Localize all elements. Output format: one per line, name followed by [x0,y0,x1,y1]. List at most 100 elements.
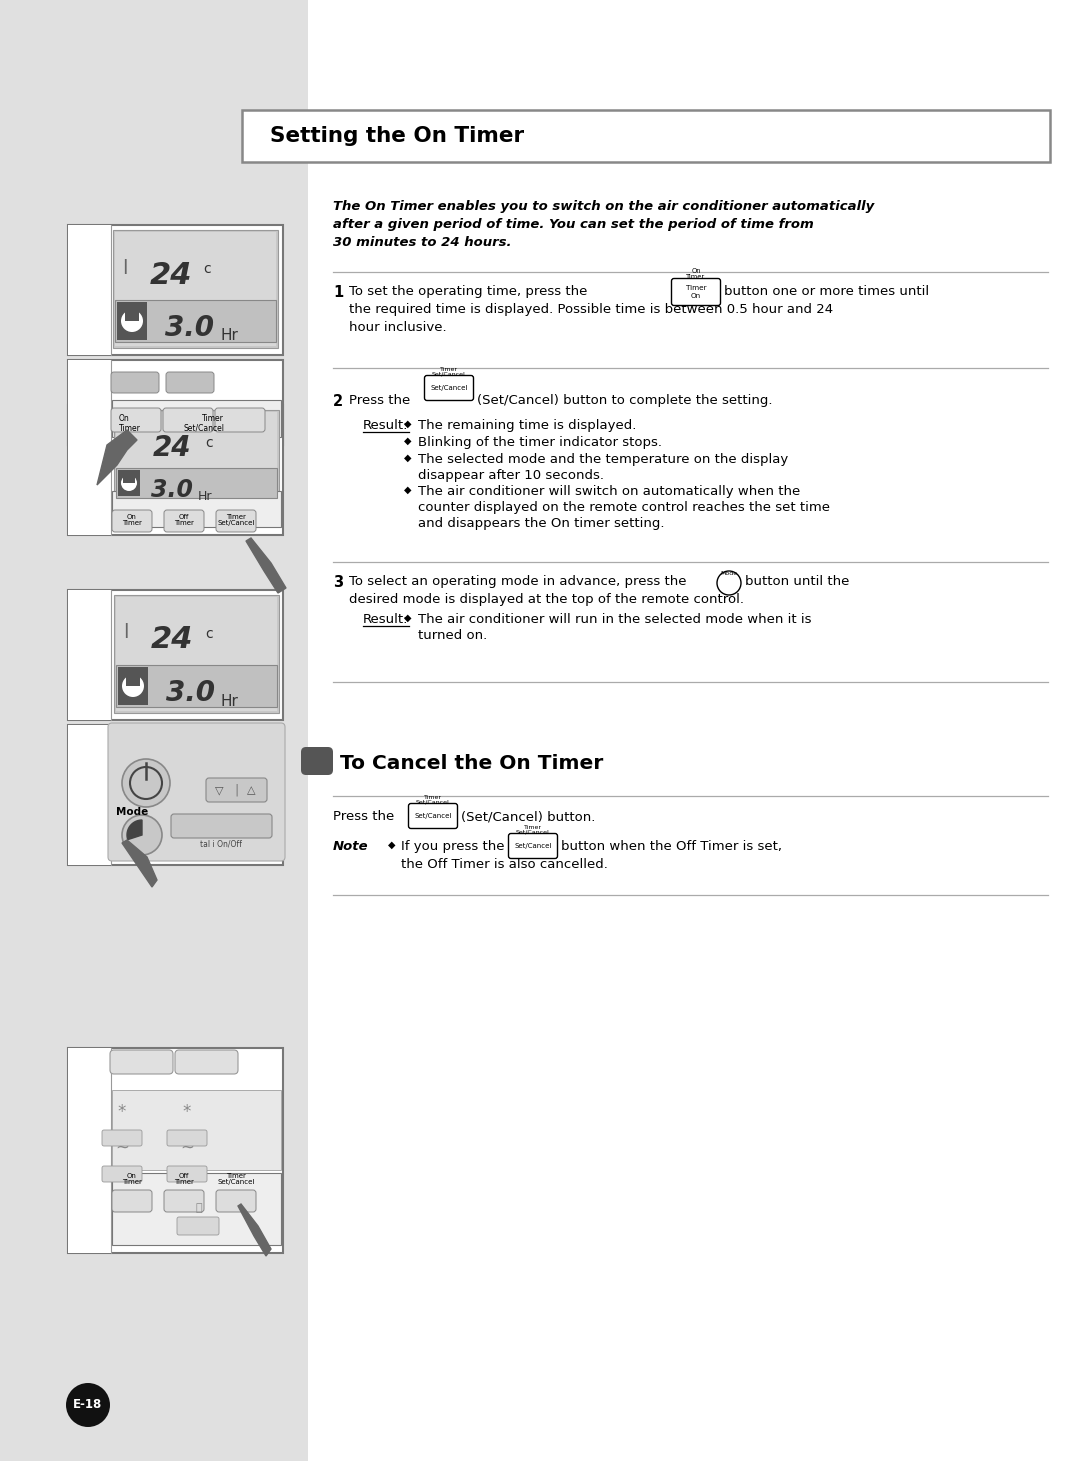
Text: Hr: Hr [220,329,238,343]
FancyBboxPatch shape [68,725,283,865]
FancyBboxPatch shape [171,814,272,839]
Text: ◆: ◆ [404,453,411,463]
FancyBboxPatch shape [102,1129,141,1145]
FancyBboxPatch shape [408,804,458,828]
Bar [116,412,276,498]
FancyBboxPatch shape [164,1191,204,1213]
Text: |: | [234,783,238,796]
FancyBboxPatch shape [164,510,204,532]
FancyBboxPatch shape [301,747,333,774]
Text: ◆: ◆ [404,485,411,495]
Text: l: l [122,259,127,278]
Polygon shape [246,538,286,593]
Text: Set/Cancel: Set/Cancel [415,812,451,820]
FancyBboxPatch shape [112,400,281,437]
FancyBboxPatch shape [167,1129,207,1145]
Text: 2: 2 [333,394,343,409]
Text: On: On [691,292,701,298]
Text: 24: 24 [149,260,192,289]
Bar [117,302,147,340]
Text: The air conditioner will switch on automatically when the: The air conditioner will switch on autom… [418,485,800,498]
Text: Set/Cancel: Set/Cancel [514,843,552,849]
FancyBboxPatch shape [112,510,152,532]
FancyBboxPatch shape [242,110,1050,162]
FancyBboxPatch shape [112,491,281,527]
Bar [68,590,111,720]
Text: after a given period of time. You can set the period of time from: after a given period of time. You can se… [333,218,813,231]
Text: On
Timer: On Timer [119,413,140,432]
Text: desired mode is displayed at the top of the remote control.: desired mode is displayed at the top of … [349,593,744,606]
Circle shape [122,815,162,855]
Text: c: c [204,262,212,276]
Circle shape [122,760,170,806]
FancyBboxPatch shape [216,510,256,532]
Text: Hr: Hr [198,489,213,503]
Text: Setting the On Timer: Setting the On Timer [270,126,524,146]
FancyBboxPatch shape [111,408,161,432]
Text: 1: 1 [333,285,343,300]
Text: button when the Off Timer is set,: button when the Off Timer is set, [561,840,782,853]
FancyBboxPatch shape [68,1048,283,1254]
FancyBboxPatch shape [672,279,720,305]
Text: disappear after 10 seconds.: disappear after 10 seconds. [418,469,604,482]
Text: Off
Timer: Off Timer [174,1173,194,1185]
FancyBboxPatch shape [68,359,283,446]
Text: Press the: Press the [349,394,410,408]
Circle shape [121,310,143,332]
Text: ▽: ▽ [215,785,224,795]
Text: △: △ [246,785,255,795]
FancyBboxPatch shape [166,373,214,393]
Text: On
Timer: On Timer [122,514,141,526]
Bar [68,359,111,446]
Text: The remaining time is displayed.: The remaining time is displayed. [418,419,636,432]
Bar [116,665,276,707]
FancyBboxPatch shape [167,1166,207,1182]
Text: turned on.: turned on. [418,630,487,641]
Circle shape [66,1384,110,1427]
Text: ◆: ◆ [388,840,395,850]
Polygon shape [97,430,137,485]
Bar [114,232,276,346]
Text: On
Timer: On Timer [687,267,705,281]
Text: Timer
Set/Cancel: Timer Set/Cancel [432,367,465,377]
Text: c: c [205,627,213,641]
Bar [114,411,279,500]
Text: Set/Cancel: Set/Cancel [430,386,468,392]
Text: 3: 3 [333,576,343,590]
Text: *: * [183,1103,191,1121]
Bar [116,598,276,712]
FancyBboxPatch shape [509,833,557,859]
Polygon shape [122,840,157,887]
Text: 3.0: 3.0 [165,314,214,342]
FancyBboxPatch shape [111,373,159,393]
Text: Timer
Set/Cancel: Timer Set/Cancel [217,514,255,526]
Bar [126,674,140,687]
Bar [118,470,140,495]
FancyBboxPatch shape [108,723,285,861]
Text: c: c [205,435,213,450]
Bar [123,473,135,484]
FancyBboxPatch shape [102,1166,141,1182]
Text: and disappears the On timer setting.: and disappears the On timer setting. [418,517,664,530]
FancyBboxPatch shape [215,408,265,432]
Text: Note: Note [333,840,368,853]
FancyBboxPatch shape [112,1090,281,1170]
Text: Blinking of the timer indicator stops.: Blinking of the timer indicator stops. [418,435,662,449]
Text: If you press the: If you press the [401,840,504,853]
Circle shape [121,475,137,491]
Text: 30 minutes to 24 hours.: 30 minutes to 24 hours. [333,237,512,248]
Text: Timer
Set/Cancel: Timer Set/Cancel [183,413,224,432]
Polygon shape [238,1204,271,1256]
Text: To select an operating mode in advance, press the: To select an operating mode in advance, … [349,576,687,587]
Text: Result:: Result: [363,614,408,625]
Text: The selected mode and the temperature on the display: The selected mode and the temperature on… [418,453,788,466]
Text: Off
Timer: Off Timer [174,514,194,526]
Bar [0,0,308,1461]
Text: Hr: Hr [221,694,239,709]
Bar [68,1048,111,1254]
Text: Mode: Mode [116,806,148,817]
Text: On
Timer: On Timer [122,1173,141,1185]
Text: 24: 24 [152,434,191,462]
Text: Timer
Set/Cancel: Timer Set/Cancel [217,1173,255,1185]
FancyBboxPatch shape [68,590,283,720]
